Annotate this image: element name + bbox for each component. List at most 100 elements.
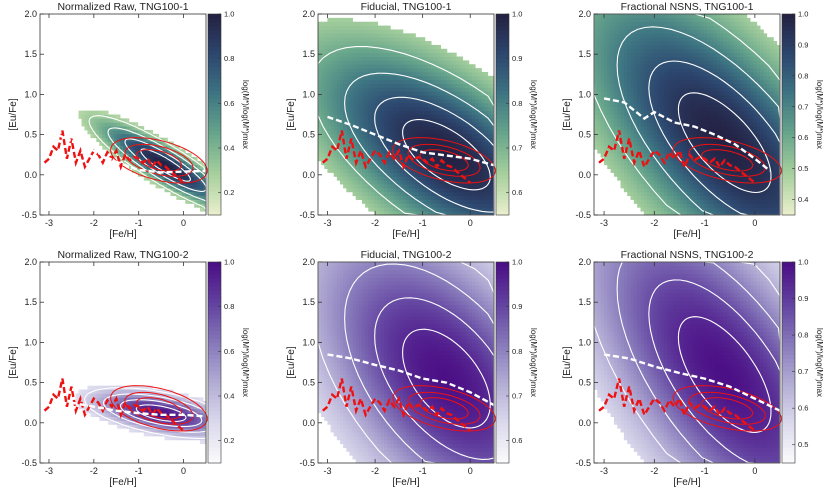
- sim-contour-2: [102, 393, 207, 433]
- axes-frame: [39, 261, 207, 464]
- colorbar-tick-label: 1.0: [798, 258, 808, 267]
- panel-title: Fractional NSNS, TNG100-1: [621, 1, 754, 13]
- colorbar-tick-label: 0.8: [798, 71, 808, 80]
- y-axis-label: [Eu/Fe]: [8, 346, 19, 378]
- x-tick-label: 0: [468, 218, 473, 228]
- y-tick-label: 0.5: [302, 130, 315, 140]
- sim-contour-4: [402, 328, 491, 429]
- x-axis-label: [Fe/H]: [109, 229, 136, 240]
- sim-contour-3: [119, 399, 203, 428]
- colorbar-frame: [495, 261, 510, 464]
- y-axis-label: [Eu/Fe]: [8, 98, 19, 130]
- sim-contour-3: [124, 138, 207, 192]
- y-tick-label: 1.0: [302, 89, 315, 99]
- x-tick-label: -3: [45, 466, 53, 476]
- x-tick-label: -1: [135, 466, 143, 476]
- y-axis-label: [Eu/Fe]: [286, 98, 297, 130]
- y-tick-label: 0.0: [24, 418, 37, 428]
- density-heatmap: [594, 262, 781, 464]
- y-tick-label: 2.0: [578, 9, 591, 19]
- x-tick-label: -1: [419, 466, 427, 476]
- x-axis-label: [Fe/H]: [673, 229, 700, 240]
- y-tick-label: 1.5: [578, 297, 591, 307]
- colorbar-tick-label: 0.7: [798, 367, 808, 376]
- colorbar-tick-label: 0.9: [512, 302, 522, 311]
- y-tick-label: 1.5: [24, 297, 37, 307]
- observed-median-line: [598, 378, 756, 432]
- y-tick-label: -0.5: [299, 210, 315, 220]
- colorbar-tick-label: 0.6: [798, 133, 808, 142]
- colorbar-tick-label: 0.2: [224, 436, 234, 445]
- colorbar-tick-label: 0.7: [512, 392, 522, 401]
- x-tick-label: -1: [701, 466, 709, 476]
- observed-median-line: [598, 130, 756, 184]
- y-tick-label: 0.0: [302, 170, 315, 180]
- axes-frame: [39, 13, 207, 216]
- y-tick-label: 0.5: [578, 130, 591, 140]
- observed-median-line: [43, 378, 185, 432]
- x-tick-label: -2: [371, 466, 379, 476]
- colorbar-label: log(M*)/log(M*)max: [529, 328, 538, 397]
- colorbar-label: log(M*)/log(M*)max: [529, 80, 538, 149]
- colorbar-tick-label: 0.5: [798, 440, 808, 449]
- x-tick-label: 0: [181, 218, 186, 228]
- obs-contour-3: [701, 397, 754, 420]
- y-tick-label: 0.0: [302, 418, 315, 428]
- y-tick-label: 2.0: [578, 257, 591, 267]
- panel-title: Normalized Raw, TNG100-2: [57, 249, 188, 261]
- y-tick-label: 0.5: [302, 378, 315, 388]
- obs-contour-2: [124, 143, 194, 177]
- panel-4: -3 -2 -1 0 -0.5 0.0 0.5 1.0 1.5 2.0 Normalized Raw…: [8, 249, 250, 488]
- y-tick-label: 2.0: [302, 257, 315, 267]
- panel-title: Fractional NSNS, TNG100-2: [621, 249, 754, 261]
- colorbar-tick-label: 0.9: [798, 40, 808, 49]
- obs-contour-1: [672, 137, 782, 184]
- sim-contour-3: [374, 297, 495, 460]
- axes-frame: [593, 13, 781, 216]
- simulation-median-line: [603, 353, 781, 412]
- x-tick-label: 0: [752, 466, 757, 476]
- panel-6: -3 -2 -1 0 -0.5 0.0 0.5 1.0 1.5 2.0 Fractional NSN…: [562, 249, 824, 488]
- colorbar-tick-label: 0.6: [798, 404, 808, 413]
- colorbar-tick-label: 1.0: [224, 258, 234, 267]
- x-tick-label: -3: [324, 466, 332, 476]
- y-tick-label: 0.5: [24, 130, 37, 140]
- obs-contour-3: [701, 149, 754, 172]
- colorbar-tick-label: 1.0: [512, 10, 522, 19]
- y-tick-label: -0.5: [299, 458, 315, 468]
- sim-contour-3: [648, 60, 781, 216]
- panel-5: -3 -2 -1 0 -0.5 0.0 0.5 1.0 1.5 2.0 Fiducial, TNG1…: [286, 249, 538, 488]
- colorbar-label: log(M*)/log(M*)max: [241, 328, 250, 397]
- colorbar-tick-label: 0.9: [512, 54, 522, 63]
- y-tick-label: 2.0: [24, 9, 37, 19]
- axes-frame: [317, 13, 495, 216]
- colorbar-frame: [207, 261, 222, 464]
- colorbar-tick-label: 0.5: [798, 164, 808, 173]
- axes-frame: [593, 261, 781, 464]
- colorbar-tick-label: 0.6: [224, 347, 234, 356]
- colorbar-tick-label: 0.6: [512, 436, 522, 445]
- colorbar-tick-label: 1.0: [798, 10, 808, 19]
- y-tick-label: 1.5: [578, 49, 591, 59]
- y-tick-label: -0.5: [21, 458, 37, 468]
- colorbar-tick-label: 0.4: [224, 392, 234, 401]
- panel-title: Fiducial, TNG100-2: [361, 249, 452, 261]
- colorbar-frame: [781, 13, 796, 216]
- colorbar-tick-label: 0.2: [224, 188, 234, 197]
- x-tick-label: -2: [90, 218, 98, 228]
- y-tick-label: 1.0: [302, 337, 315, 347]
- x-axis-label: [Fe/H]: [392, 229, 419, 240]
- y-tick-label: 0.5: [578, 378, 591, 388]
- density-heatmap: [318, 262, 495, 464]
- colorbar-tick-label: 1.0: [512, 258, 522, 267]
- sim-contour-4: [402, 119, 491, 191]
- sim-contour-1: [84, 387, 207, 440]
- colorbar-tick-label: 0.8: [224, 54, 234, 63]
- x-tick-label: -1: [135, 218, 143, 228]
- y-tick-label: 2.0: [24, 257, 37, 267]
- colorbar: 0.6 0.7 0.8 0.9 1.0 log(M*)/log(M*)max: [495, 258, 538, 464]
- x-tick-label: 0: [752, 218, 757, 228]
- x-tick-label: 0: [181, 466, 186, 476]
- x-tick-label: -2: [650, 466, 658, 476]
- y-tick-label: 1.5: [302, 49, 315, 59]
